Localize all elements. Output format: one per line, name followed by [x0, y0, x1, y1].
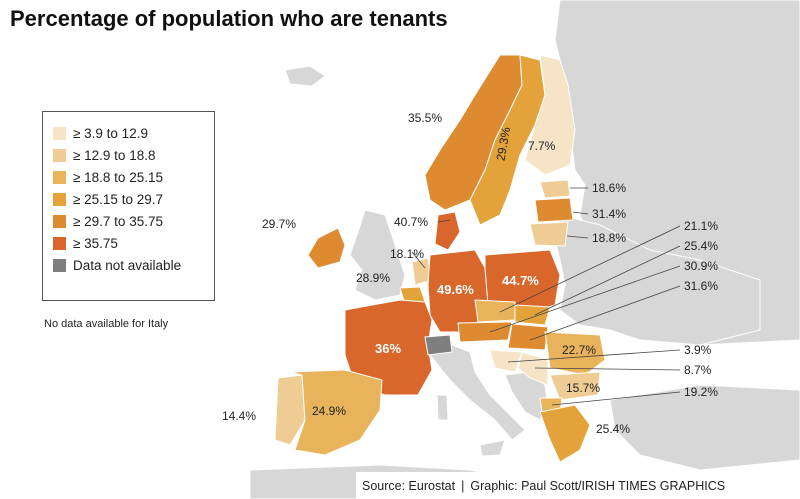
countries — [274, 54, 606, 463]
label-czechia: 21.1% — [684, 219, 718, 233]
legend-list: ≥ 3.9 to 12.9 ≥ 12.9 to 18.8 ≥ 18.8 to 25.… — [53, 122, 214, 276]
legend-label: ≥ 3.9 to 12.9 — [73, 125, 148, 141]
label-norway: 35.5% — [408, 111, 442, 125]
source-text: Source: Eurostat — [362, 478, 456, 493]
legend-item: ≥ 12.9 to 18.8 — [53, 144, 214, 166]
legend-label: ≥ 35.75 — [73, 235, 118, 251]
legend-swatch — [53, 170, 66, 184]
source-separator: | — [461, 478, 465, 493]
country-lithuania — [529, 221, 569, 247]
land-sardinia — [436, 394, 449, 421]
country-czechia — [474, 299, 516, 323]
map-title: Percentage of population who are tenants — [10, 6, 448, 31]
legend-label: ≥ 29.7 to 35.75 — [73, 213, 163, 229]
label-germany: 49.6% — [437, 282, 474, 297]
country-latvia — [534, 197, 574, 223]
label-north-macedonia: 19.2% — [684, 385, 718, 399]
country-finland — [524, 54, 576, 176]
label-netherlands: 18.1% — [390, 247, 424, 261]
legend-swatch — [53, 126, 66, 140]
country-slovakia — [514, 304, 551, 326]
label-romania: 22.7% — [562, 343, 596, 357]
legend-item: ≥ 18.8 to 25.15 — [53, 166, 214, 188]
country-portugal — [274, 374, 306, 446]
label-sweden: 29.3% — [494, 126, 514, 162]
country-estonia — [539, 179, 571, 199]
label-finland: 7.7% — [528, 139, 556, 153]
label-portugal: 14.4% — [222, 409, 256, 423]
label-latvia: 31.4% — [592, 207, 626, 221]
label-greece: 25.4% — [596, 422, 630, 436]
label-austria: 30.9% — [684, 259, 718, 273]
no-data-note: No data available for Italy — [44, 318, 169, 330]
legend-label: Data not available — [73, 257, 182, 273]
country-serbia — [517, 351, 549, 386]
legend-swatch — [53, 148, 66, 162]
label-denmark: 40.7% — [394, 215, 428, 229]
label-poland: 44.7% — [502, 273, 539, 288]
source-credit: Source: Eurostat | Graphic: Paul Scott/I… — [356, 472, 800, 499]
label-lithuania: 18.8% — [592, 231, 626, 245]
legend-item: ≥ 25.15 to 29.7 — [53, 188, 214, 210]
label-belgium: 28.9% — [356, 271, 390, 285]
legend-item: ≥ 35.75 — [53, 232, 214, 254]
label-estonia: 18.6% — [592, 181, 626, 195]
country-hungary — [507, 323, 549, 351]
label-croatia: 3.9% — [684, 343, 712, 357]
label-serbia: 8.7% — [684, 363, 712, 377]
legend: ≥ 3.9 to 12.9 ≥ 12.9 to 18.8 ≥ 18.8 to 25.… — [42, 111, 215, 301]
legend-swatch — [53, 236, 66, 250]
legend-label: ≥ 12.9 to 18.8 — [73, 147, 156, 163]
land-britain — [349, 209, 406, 301]
leader-lines — [411, 187, 681, 406]
graphic-credit: Graphic: Paul Scott/IRISH TIMES GRAPHICS — [470, 478, 726, 493]
label-spain: 24.9% — [312, 404, 346, 418]
country-ireland — [307, 227, 346, 269]
label-ireland: 29.7% — [262, 217, 296, 231]
label-bulgaria: 15.7% — [566, 381, 600, 395]
land-iceland — [284, 65, 326, 87]
legend-item: Data not available — [53, 254, 214, 276]
label-slovakia: 25.4% — [684, 239, 718, 253]
legend-item: ≥ 3.9 to 12.9 — [53, 122, 214, 144]
land-sicily — [479, 439, 506, 457]
country-bulgaria — [549, 371, 601, 401]
land-turkey — [609, 384, 800, 471]
legend-label: ≥ 25.15 to 29.7 — [73, 191, 163, 207]
value-labels: 35.5% 29.3% 7.7% 18.6% 31.4% 18.8% 29.7%… — [222, 111, 718, 436]
legend-item: ≥ 29.7 to 35.75 — [53, 210, 214, 232]
country-croatia — [489, 349, 523, 373]
land-italy — [429, 344, 526, 441]
country-austria — [457, 321, 513, 343]
country-greece — [539, 404, 591, 463]
legend-label: ≥ 18.8 to 25.15 — [73, 169, 163, 185]
country-spain — [289, 369, 383, 456]
country-switzerland — [424, 334, 453, 356]
legend-swatch — [53, 192, 66, 206]
label-hungary: 31.6% — [684, 279, 718, 293]
legend-swatch — [53, 214, 66, 228]
country-romania — [544, 331, 606, 376]
legend-swatch — [53, 258, 66, 272]
label-france: 36% — [375, 341, 401, 356]
